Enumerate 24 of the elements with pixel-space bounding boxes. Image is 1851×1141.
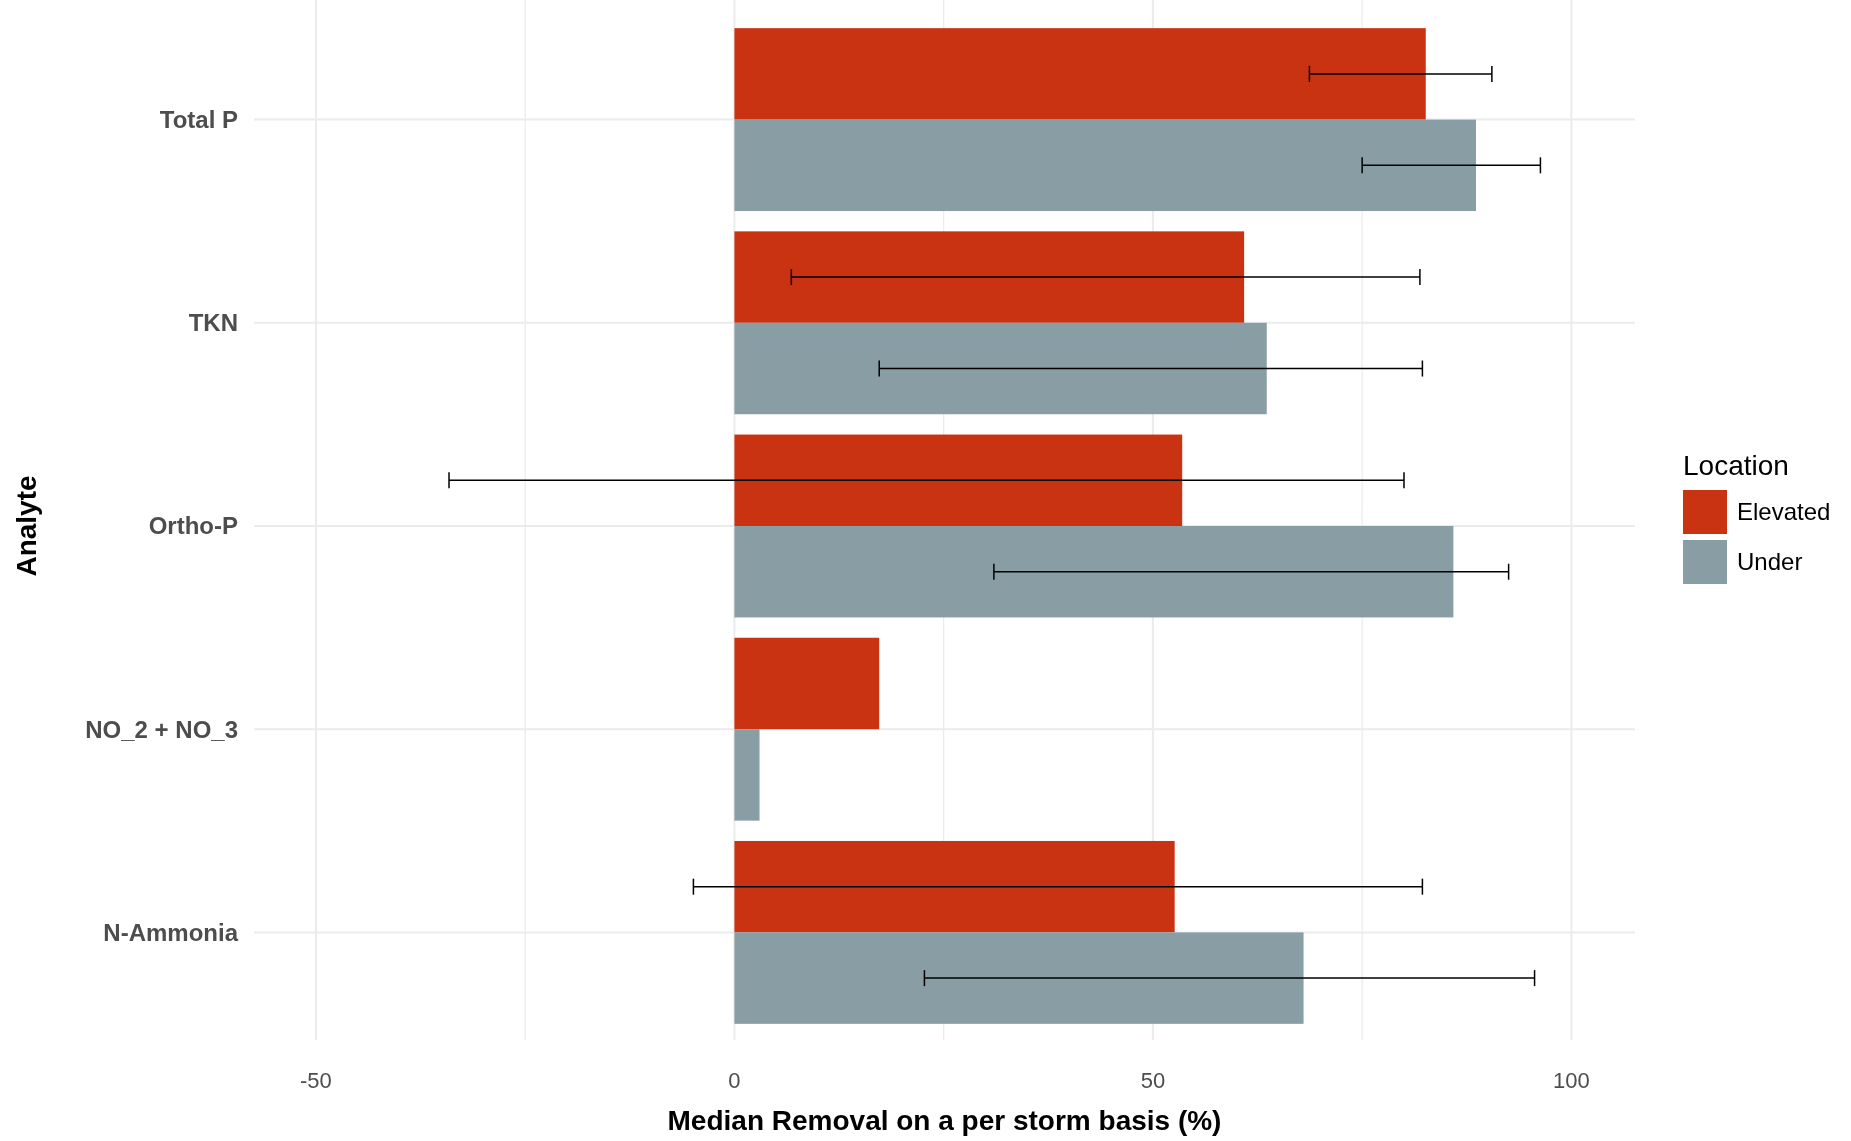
bar	[734, 637, 880, 730]
y-tick-label: TKN	[188, 309, 238, 337]
bar	[734, 932, 1304, 1024]
bar	[734, 840, 1175, 933]
bar	[734, 322, 1267, 415]
x-tick-label: 50	[1140, 1068, 1166, 1093]
y-tick-label: NO_2 + NO_3	[85, 715, 238, 743]
legend-label: Elevated	[1737, 498, 1831, 526]
x-tick-label: -50	[300, 1068, 332, 1093]
x-tick-label: 100	[1553, 1068, 1590, 1093]
x-axis-title: Median Removal on a per storm basis (%)	[667, 1105, 1222, 1136]
bar	[734, 434, 1183, 526]
bar	[734, 729, 760, 821]
legend-title: Location	[1683, 450, 1789, 481]
y-tick-label: Ortho-P	[148, 512, 238, 540]
bar	[734, 28, 1426, 120]
y-tick-label: Total P	[159, 106, 238, 133]
x-tick-label: 0	[728, 1068, 741, 1093]
bar	[734, 526, 1454, 618]
legend-label: Under	[1737, 548, 1803, 576]
bar	[734, 231, 1245, 323]
bar	[734, 119, 1476, 212]
y-axis-title: Analyte	[11, 475, 42, 577]
y-tick-label: N-Ammonia	[103, 918, 239, 946]
